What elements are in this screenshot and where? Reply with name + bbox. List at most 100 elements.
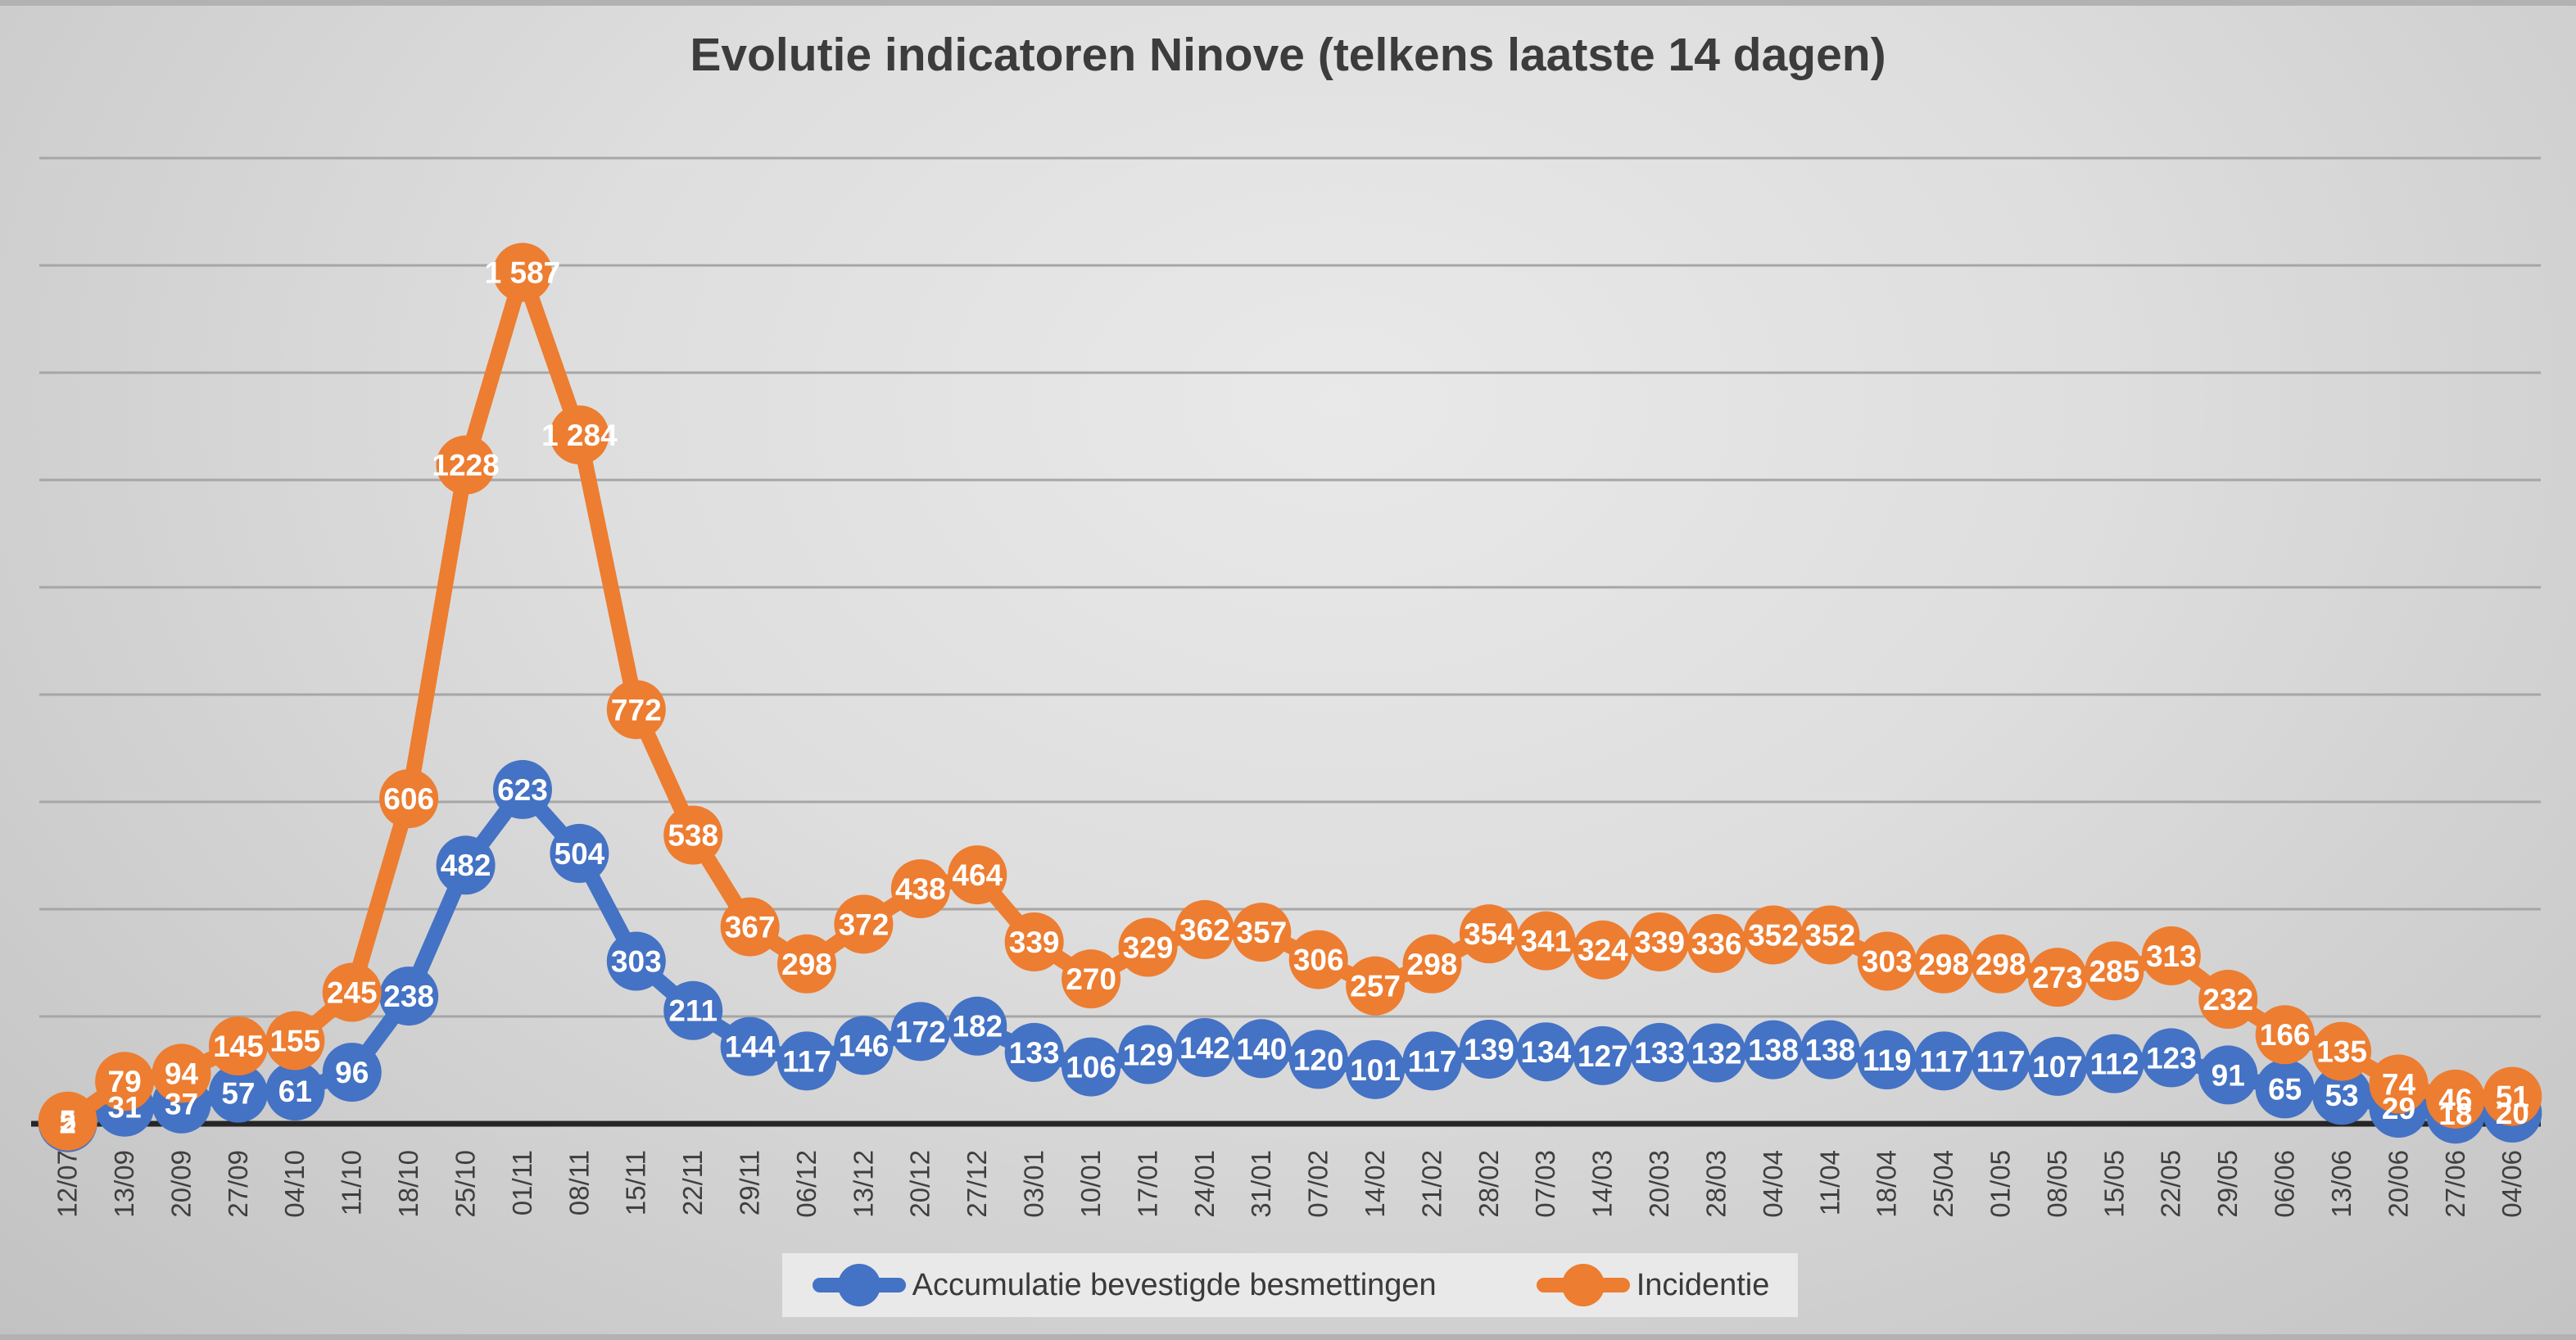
legend-entry-accumulatie[interactable]: Accumulatie bevestigde besmettingen [811,1261,1437,1309]
marker-incidentie-04-06[interactable] [2483,1066,2542,1126]
marker-accumulatie-18-04[interactable] [1857,1030,1917,1090]
marker-incidentie-08-11[interactable] [550,405,609,464]
marker-incidentie-08-05[interactable] [2028,948,2088,1007]
legend-label-incidentie: Incidentie [1636,1267,1770,1302]
marker-incidentie-28-03[interactable] [1686,913,1746,973]
marker-incidentie-27-06[interactable] [2425,1069,2485,1129]
marker-accumulatie-21-02[interactable] [1402,1031,1462,1091]
marker-incidentie-22-05[interactable] [2141,926,2201,985]
marker-incidentie-11-04[interactable] [1800,905,1860,965]
x-axis-label-22-05: 22/05 [2156,1150,2186,1218]
marker-incidentie-22-11[interactable] [663,805,723,865]
data-label-accumulatie-22-05: 123 [2146,1041,2197,1075]
x-axis-label-11-04: 11/04 [1814,1150,1845,1216]
marker-accumulatie-06-12[interactable] [777,1031,837,1091]
marker-incidentie-06-06[interactable] [2255,1005,2315,1065]
marker-incidentie-07-02[interactable] [1288,930,1348,989]
marker-accumulatie-10-01[interactable] [1062,1037,1121,1097]
marker-incidentie-03-01[interactable] [1004,912,1064,971]
marker-accumulatie-07-02[interactable] [1288,1030,1348,1089]
marker-accumulatie-01-05[interactable] [1971,1031,2030,1091]
marker-incidentie-18-04[interactable] [1857,931,1917,991]
marker-incidentie-06-12[interactable] [777,934,837,994]
marker-accumulatie-20-03[interactable] [1630,1022,1690,1082]
data-label-accumulatie-29-11: 144 [725,1030,776,1064]
marker-accumulatie-08-11[interactable] [550,823,609,883]
marker-incidentie-29-05[interactable] [2198,970,2258,1030]
marker-incidentie-01-05[interactable] [1971,934,2030,994]
data-label-accumulatie-24-01: 142 [1179,1031,1230,1065]
x-axis-label-14-02: 14/02 [1360,1150,1390,1218]
x-axis-label-11-10: 11/10 [337,1150,367,1216]
marker-accumulatie-28-03[interactable] [1686,1023,1746,1083]
marker-incidentie-04-04[interactable] [1743,905,1803,965]
marker-accumulatie-07-03[interactable] [1516,1022,1576,1082]
marker-incidentie-17-01[interactable] [1118,917,1178,977]
marker-incidentie-13-06[interactable] [2312,1021,2372,1081]
marker-accumulatie-20-12[interactable] [890,1002,950,1062]
marker-incidentie-15-11[interactable] [606,680,666,740]
marker-accumulatie-15-05[interactable] [2085,1034,2144,1093]
marker-incidentie-21-02[interactable] [1402,934,1462,994]
marker-accumulatie-04-10[interactable] [265,1062,325,1121]
marker-accumulatie-03-01[interactable] [1004,1022,1064,1082]
marker-accumulatie-11-04[interactable] [1800,1020,1860,1080]
marker-incidentie-11-10[interactable] [322,962,382,1022]
marker-accumulatie-24-01[interactable] [1175,1017,1234,1077]
marker-accumulatie-25-04[interactable] [1914,1031,1974,1091]
marker-incidentie-01-11[interactable] [492,242,552,302]
marker-incidentie-13-09[interactable] [95,1052,155,1111]
marker-incidentie-18-10[interactable] [379,769,439,829]
marker-incidentie-20-12[interactable] [890,859,950,919]
chart-legend: Accumulatie bevestigde besmettingen Inci… [782,1253,1798,1317]
marker-accumulatie-08-05[interactable] [2028,1036,2088,1096]
marker-incidentie-15-05[interactable] [2085,941,2144,1001]
data-label-accumulatie-14-03: 127 [1578,1039,1628,1073]
marker-accumulatie-13-06[interactable] [2312,1066,2372,1125]
marker-incidentie-10-01[interactable] [1062,949,1121,1009]
data-label-incidentie-11-04: 352 [1805,918,1856,952]
marker-incidentie-20-06[interactable] [2369,1054,2429,1114]
marker-accumulatie-13-12[interactable] [834,1016,894,1075]
marker-accumulatie-14-02[interactable] [1346,1039,1406,1099]
marker-incidentie-14-02[interactable] [1346,956,1406,1016]
marker-incidentie-12-07[interactable] [38,1091,97,1151]
marker-accumulatie-27-09[interactable] [208,1063,268,1123]
marker-accumulatie-28-02[interactable] [1459,1019,1519,1079]
marker-incidentie-13-12[interactable] [834,894,894,954]
marker-incidentie-25-10[interactable] [436,435,496,495]
marker-incidentie-25-04[interactable] [1914,934,1974,994]
marker-accumulatie-04-04[interactable] [1743,1020,1803,1080]
marker-accumulatie-15-11[interactable] [606,931,666,991]
marker-accumulatie-27-12[interactable] [948,996,1007,1056]
marker-accumulatie-22-05[interactable] [2141,1028,2201,1088]
marker-incidentie-20-09[interactable] [152,1043,211,1103]
marker-accumulatie-01-11[interactable] [492,759,552,819]
marker-accumulatie-14-03[interactable] [1573,1025,1632,1085]
marker-accumulatie-25-10[interactable] [436,835,496,895]
marker-incidentie-04-10[interactable] [265,1011,325,1071]
marker-accumulatie-18-10[interactable] [379,967,439,1026]
data-label-incidentie-12-07: 5 [59,1105,76,1139]
marker-accumulatie-29-11[interactable] [720,1016,780,1076]
marker-accumulatie-11-10[interactable] [322,1043,382,1102]
marker-incidentie-20-03[interactable] [1630,912,1690,971]
marker-incidentie-29-11[interactable] [720,897,780,957]
marker-incidentie-24-01[interactable] [1175,899,1234,959]
data-label-accumulatie-11-04: 138 [1805,1034,1856,1067]
data-label-accumulatie-15-05: 112 [2090,1048,2139,1081]
legend-entry-incidentie[interactable]: Incidentie [1535,1261,1770,1309]
marker-incidentie-27-09[interactable] [208,1016,268,1076]
marker-accumulatie-31-01[interactable] [1232,1019,1292,1079]
marker-incidentie-07-03[interactable] [1516,911,1576,971]
marker-incidentie-28-02[interactable] [1459,904,1519,964]
marker-incidentie-31-01[interactable] [1232,903,1292,962]
data-label-accumulatie-07-03: 134 [1520,1035,1571,1069]
marker-incidentie-14-03[interactable] [1573,920,1632,980]
marker-accumulatie-17-01[interactable] [1118,1025,1178,1084]
marker-accumulatie-06-06[interactable] [2255,1059,2315,1119]
data-label-incidentie-27-12: 464 [952,858,1003,892]
marker-accumulatie-29-05[interactable] [2198,1045,2258,1105]
marker-incidentie-27-12[interactable] [948,845,1007,905]
marker-accumulatie-22-11[interactable] [663,980,723,1040]
